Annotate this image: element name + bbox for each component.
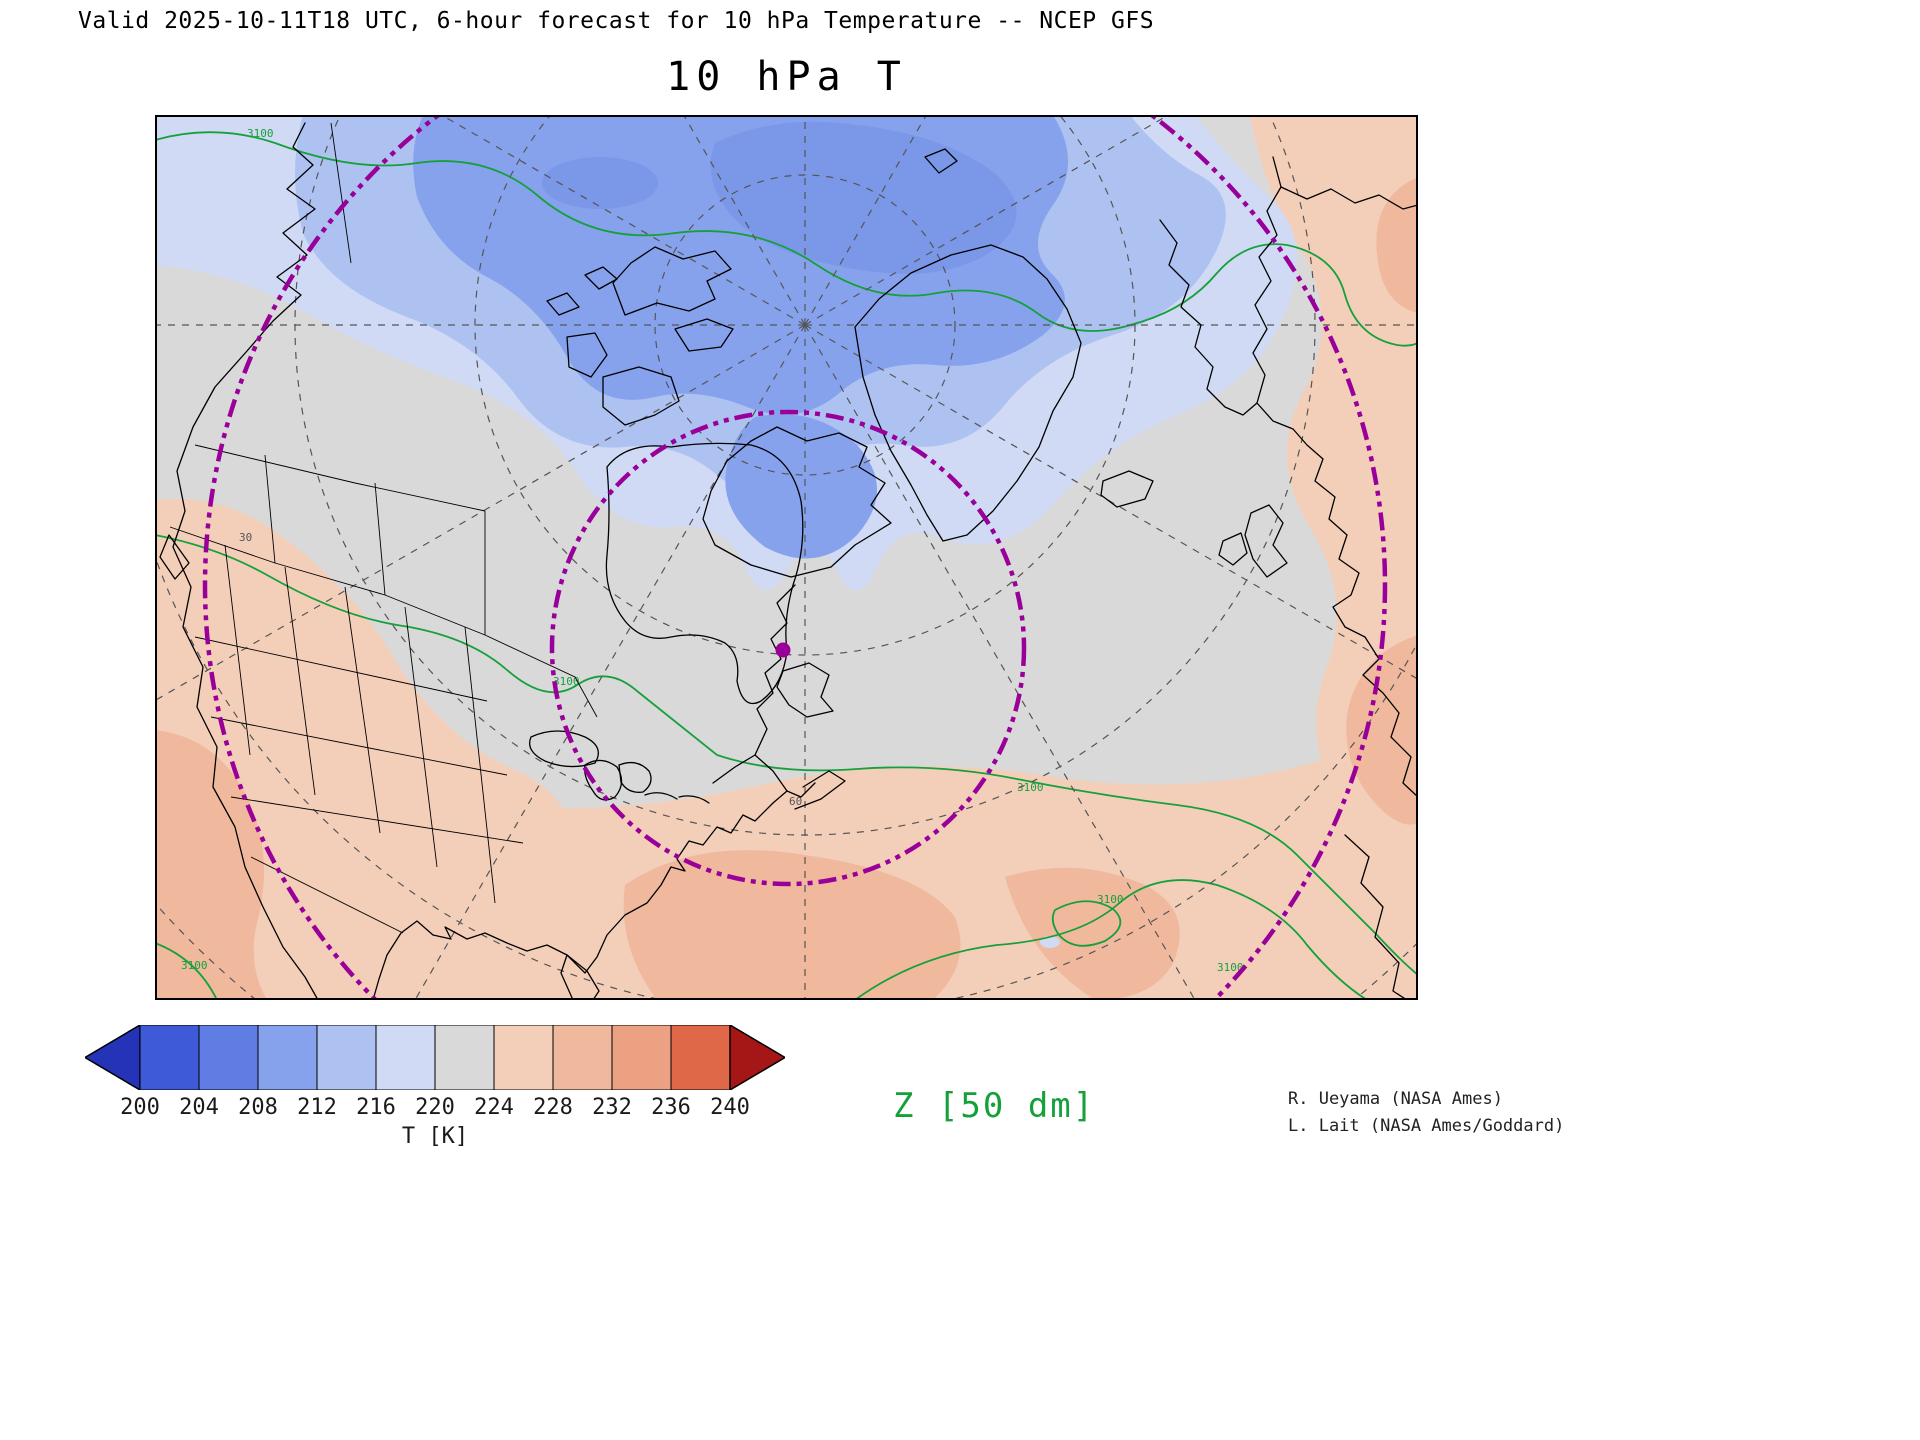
valid-time-line: Valid 2025-10-11T18 UTC, 6-hour forecast… <box>78 8 1155 34</box>
colorbar-tick: 240 <box>710 1095 750 1120</box>
colorbar-segment <box>316 1024 377 1091</box>
colorbar-tick: 216 <box>356 1095 396 1120</box>
graticule-label: 30 <box>239 531 252 544</box>
temperature-shading <box>155 115 1418 1000</box>
colorbar-segment <box>434 1024 495 1091</box>
colorbar-tick: 212 <box>297 1095 337 1120</box>
colorbar-segment <box>552 1024 613 1091</box>
graticule-labels: 60 30 <box>239 531 802 808</box>
vortex-edge <box>202 115 1388 1000</box>
colorbar-tick: 232 <box>592 1095 632 1120</box>
colorbar-tick: 228 <box>533 1095 573 1120</box>
height-contour-labels: 3100 3100 3100 3100 3100 3100 <box>181 127 1244 974</box>
contour-label: 3100 <box>247 127 274 140</box>
colorbar-axis-label: T [K] <box>401 1124 469 1149</box>
colorbar-segment <box>375 1024 436 1091</box>
contour-label: 3100 <box>181 959 208 972</box>
contour-label: 3100 <box>1217 961 1244 974</box>
colorbar-left-arrow <box>83 1023 141 1092</box>
colorbar-segment <box>611 1024 672 1091</box>
colorbar-tick-labels: 200 204 208 212 216 220 224 228 232 236 … <box>85 1095 785 1123</box>
vortex-center-marker <box>775 642 791 658</box>
map-panel: 3100 3100 3100 3100 3100 3100 <box>155 115 1418 1000</box>
colorbar-tick: 220 <box>415 1095 455 1120</box>
map-border <box>155 115 1418 1000</box>
colorbar-tick: 200 <box>120 1095 160 1120</box>
plot-title: 10 hPa T <box>666 54 907 100</box>
colorbar-tick: 224 <box>474 1095 514 1120</box>
coastlines <box>159 122 1418 1000</box>
height-contours <box>155 131 1418 1000</box>
map-svg: 3100 3100 3100 3100 3100 3100 <box>155 115 1418 1000</box>
colorbar-tick: 208 <box>238 1095 278 1120</box>
colorbar-right-arrow <box>729 1023 787 1092</box>
credits: R. Ueyama (NASA Ames) L. Lait (NASA Ames/… <box>1288 1086 1564 1140</box>
colorbar <box>83 1023 787 1092</box>
colorbar-segment <box>198 1024 259 1091</box>
colorbar-segment <box>670 1024 731 1091</box>
contour-label: 3100 <box>1097 893 1124 906</box>
credit-line-1: R. Ueyama (NASA Ames) <box>1288 1089 1503 1109</box>
colorbar-segment <box>257 1024 318 1091</box>
height-units-label: Z [50 dm] <box>893 1086 1096 1126</box>
colorbar-segment <box>493 1024 554 1091</box>
contour-label: 3100 <box>553 675 580 688</box>
colorbar-tick: 236 <box>651 1095 691 1120</box>
graticule <box>155 115 1418 1000</box>
colorbar-tick: 204 <box>179 1095 219 1120</box>
credit-line-2: L. Lait (NASA Ames/Goddard) <box>1288 1116 1565 1136</box>
colorbar-svg <box>83 1023 787 1092</box>
contour-label: 3100 <box>1017 781 1044 794</box>
graticule-label: 60 <box>789 795 802 808</box>
colorbar-segment <box>139 1024 200 1091</box>
